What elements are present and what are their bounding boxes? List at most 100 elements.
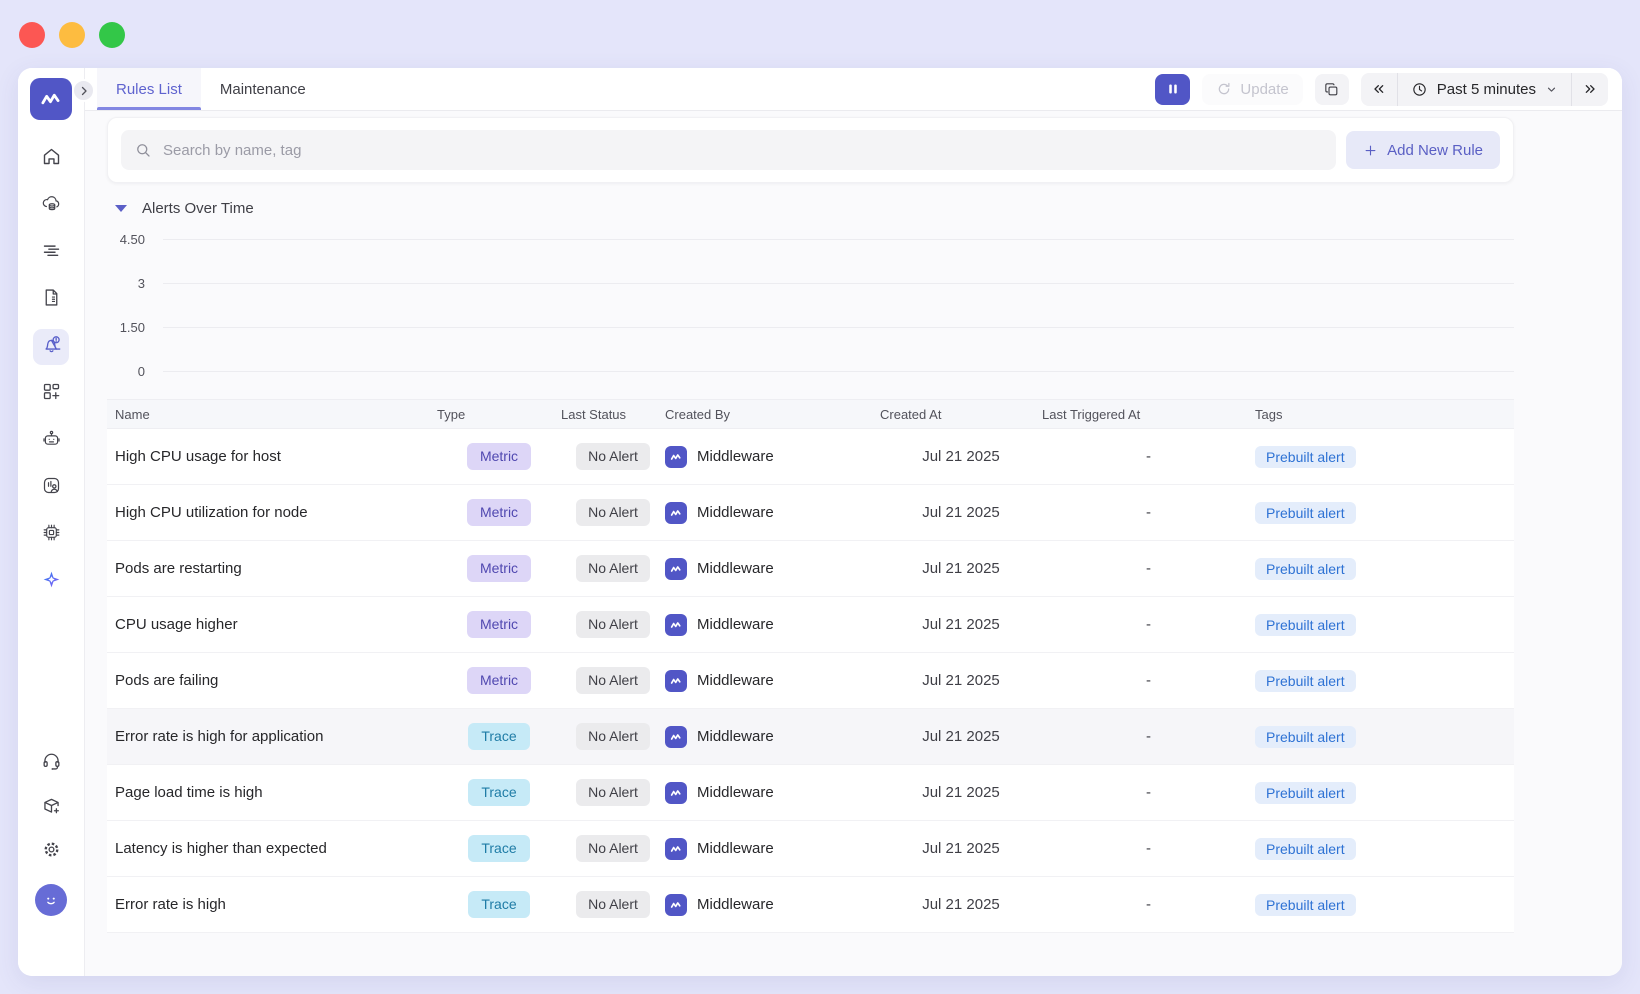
middleware-logo-icon <box>665 782 687 804</box>
sidebar-item-rum[interactable] <box>33 470 69 506</box>
rule-name[interactable]: High CPU usage for host <box>107 448 437 465</box>
alerts-over-time-chart: 4.50 3 1.50 0 <box>107 217 1514 393</box>
column-header-type[interactable]: Type <box>437 407 561 422</box>
close-window-button[interactable] <box>19 22 45 48</box>
rule-name[interactable]: Pods are failing <box>107 672 437 689</box>
status-badge: No Alert <box>576 667 650 694</box>
sidebar-item-agents[interactable] <box>33 517 69 553</box>
chevron-down-icon <box>1545 83 1558 96</box>
tag-badge[interactable]: Prebuilt alert <box>1255 726 1356 748</box>
sidebar-item-logs[interactable] <box>33 235 69 271</box>
chart-tick-row: 4.50 <box>107 217 1514 261</box>
clock-icon <box>1411 81 1428 98</box>
created-by-name: Middleware <box>697 448 774 465</box>
middleware-logo-icon <box>38 86 64 112</box>
avatar-face-icon <box>40 889 62 911</box>
column-header-created-by[interactable]: Created By <box>665 407 880 422</box>
chart-tick-row: 3 <box>107 261 1514 305</box>
table-row[interactable]: Error rate is high Trace No Alert Middle… <box>107 877 1514 933</box>
sidebar-expand-button[interactable] <box>72 79 95 102</box>
rule-type-cell: Trace <box>437 779 561 806</box>
tag-badge[interactable]: Prebuilt alert <box>1255 838 1356 860</box>
type-badge: Metric <box>467 443 531 470</box>
tag-badge[interactable]: Prebuilt alert <box>1255 446 1356 468</box>
sidebar-item-support[interactable] <box>33 746 69 782</box>
column-header-name[interactable]: Name <box>107 407 437 422</box>
tag-badge[interactable]: Prebuilt alert <box>1255 558 1356 580</box>
tag-badge[interactable]: Prebuilt alert <box>1255 894 1356 916</box>
user-avatar[interactable] <box>35 884 67 916</box>
created-by-cell: Middleware <box>665 782 880 804</box>
last-triggered-cell: - <box>1042 784 1255 801</box>
last-status-cell: No Alert <box>561 779 665 806</box>
rule-name[interactable]: Page load time is high <box>107 784 437 801</box>
table-row[interactable]: CPU usage higher Metric No Alert Middlew… <box>107 597 1514 653</box>
column-header-created-at[interactable]: Created At <box>880 407 1042 422</box>
table-row[interactable]: High CPU utilization for node Metric No … <box>107 485 1514 541</box>
tag-badge[interactable]: Prebuilt alert <box>1255 782 1356 804</box>
created-by-cell: Middleware <box>665 838 880 860</box>
column-header-last-status[interactable]: Last Status <box>561 407 665 422</box>
last-triggered-cell: - <box>1042 504 1255 521</box>
maximize-window-button[interactable] <box>99 22 125 48</box>
table-row[interactable]: Pods are failing Metric No Alert Middlew… <box>107 653 1514 709</box>
rule-name[interactable]: CPU usage higher <box>107 616 437 633</box>
created-at-cell: Jul 21 2025 <box>880 896 1042 913</box>
type-badge: Trace <box>468 835 529 862</box>
middleware-logo-icon <box>665 446 687 468</box>
rule-name[interactable]: High CPU utilization for node <box>107 504 437 521</box>
add-new-rule-button[interactable]: Add New Rule <box>1346 131 1500 169</box>
last-triggered-cell: - <box>1042 728 1255 745</box>
sidebar-item-synthetics[interactable] <box>33 423 69 459</box>
table-row[interactable]: High CPU usage for host Metric No Alert … <box>107 429 1514 485</box>
rule-name[interactable]: Pods are restarting <box>107 560 437 577</box>
collapse-triangle-icon[interactable] <box>115 205 127 212</box>
middleware-app-logo[interactable] <box>30 78 72 120</box>
tag-badge[interactable]: Prebuilt alert <box>1255 614 1356 636</box>
rule-name[interactable]: Error rate is high <box>107 896 437 913</box>
search-input[interactable] <box>163 142 1323 159</box>
tab-rules-list[interactable]: Rules List <box>97 68 201 110</box>
sidebar-item-reports[interactable] <box>33 282 69 318</box>
time-shift-back-button[interactable] <box>1361 73 1397 106</box>
status-badge: No Alert <box>576 555 650 582</box>
ai-sparkle-icon <box>41 569 62 595</box>
rule-name[interactable]: Latency is higher than expected <box>107 840 437 857</box>
sidebar-item-settings[interactable] <box>33 834 69 870</box>
column-header-last-triggered-at[interactable]: Last Triggered At <box>1042 407 1255 422</box>
tab-maintenance[interactable]: Maintenance <box>201 68 325 110</box>
sidebar-item-home[interactable] <box>33 141 69 177</box>
copy-button[interactable] <box>1315 74 1349 105</box>
app-window: Rules List Maintenance Update <box>18 68 1622 976</box>
sidebar-item-alerts[interactable] <box>33 329 69 365</box>
column-header-tags[interactable]: Tags <box>1255 407 1514 422</box>
created-by-cell: Middleware <box>665 446 880 468</box>
tag-badge[interactable]: Prebuilt alert <box>1255 670 1356 692</box>
sidebar-item-infrastructure[interactable] <box>33 188 69 224</box>
table-row[interactable]: Page load time is high Trace No Alert Mi… <box>107 765 1514 821</box>
time-range-selector[interactable]: Past 5 minutes <box>1398 81 1571 98</box>
tab-bar: Rules List Maintenance <box>97 68 325 110</box>
rule-type-cell: Trace <box>437 891 561 918</box>
rule-name[interactable]: Error rate is high for application <box>107 728 437 745</box>
last-status-cell: No Alert <box>561 723 665 750</box>
table-row[interactable]: Latency is higher than expected Trace No… <box>107 821 1514 877</box>
alerts-over-time-section: Alerts Over Time <box>115 199 1514 217</box>
table-row[interactable]: Error rate is high for application Trace… <box>107 709 1514 765</box>
sidebar-item-integrations[interactable] <box>33 790 69 826</box>
headset-icon <box>41 751 62 777</box>
pause-refresh-button[interactable] <box>1155 74 1190 105</box>
topbar: Rules List Maintenance Update <box>85 68 1622 111</box>
sidebar-item-dashboards[interactable] <box>33 376 69 412</box>
section-title: Alerts Over Time <box>142 200 254 217</box>
tag-badge[interactable]: Prebuilt alert <box>1255 502 1356 524</box>
type-badge: Trace <box>468 723 529 750</box>
minimize-window-button[interactable] <box>59 22 85 48</box>
time-shift-forward-button[interactable] <box>1572 73 1608 106</box>
update-button[interactable]: Update <box>1202 74 1302 105</box>
dashboard-add-icon <box>41 381 62 407</box>
window-controls <box>19 22 125 48</box>
created-by-cell: Middleware <box>665 670 880 692</box>
table-row[interactable]: Pods are restarting Metric No Alert Midd… <box>107 541 1514 597</box>
sidebar-item-ai-assistant[interactable] <box>33 564 69 600</box>
